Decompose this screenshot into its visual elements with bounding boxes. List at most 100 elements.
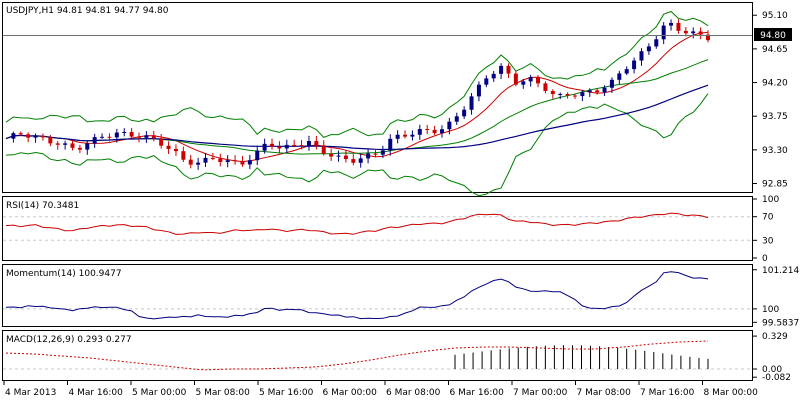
- candle-body: [358, 158, 363, 163]
- candle-body: [572, 95, 577, 97]
- time-tick-label: 5 Mar 00:00: [132, 388, 187, 398]
- candle-body: [462, 109, 467, 117]
- fast-moving-average: [5, 31, 709, 163]
- candle-body: [122, 131, 127, 133]
- time-tick-label: 4 Mar 2013: [5, 388, 56, 398]
- price-tick-label: 93.75: [762, 112, 788, 122]
- price-panel-header: USDJPY,H1 94.81 94.81 94.77 94.80: [6, 6, 169, 16]
- candle-body: [425, 129, 430, 131]
- candle-body: [439, 129, 444, 134]
- candle-body: [85, 143, 90, 150]
- candle-body: [11, 133, 16, 139]
- time-tick-label: 8 Mar 00:00: [704, 388, 759, 398]
- rsi-line: [5, 212, 709, 235]
- candle-body: [321, 145, 326, 154]
- candle-body: [173, 148, 178, 152]
- bollinger-upper-band: [5, 10, 709, 138]
- candle-body: [77, 147, 82, 150]
- candle-body: [55, 143, 60, 145]
- candle-body: [536, 77, 541, 84]
- candle-body: [499, 65, 504, 74]
- candle-body: [476, 84, 481, 97]
- candle-body: [624, 69, 629, 74]
- candle-body: [491, 73, 496, 79]
- candle-body: [373, 153, 378, 155]
- macd-tick-label: 0.00: [762, 365, 782, 375]
- candle-body: [587, 90, 592, 93]
- candle-body: [602, 87, 607, 93]
- time-tick-label: 7 Mar 00:00: [513, 388, 568, 398]
- momentum-y-axis: 101.2146 100 99.5837: [753, 266, 800, 328]
- candle-body: [336, 155, 341, 157]
- macd-tick-label: -0.082: [762, 373, 791, 383]
- candle-body: [617, 73, 622, 80]
- candle-body: [558, 93, 563, 95]
- candle-body: [388, 138, 393, 151]
- candle-body: [284, 144, 289, 149]
- candle-body: [255, 150, 260, 161]
- candle-body: [100, 136, 105, 138]
- macd-panel-frame: [2, 330, 753, 381]
- current-price-label: 94.80: [760, 31, 786, 41]
- candle-body: [683, 30, 688, 34]
- time-axis: 4 Mar 2013 4 Mar 16:00 5 Mar 00:00 5 Mar 08…: [3, 381, 759, 398]
- candle-body: [417, 129, 422, 135]
- rsi-panel-frame: [2, 196, 753, 261]
- rsi-tick-label: 70: [762, 213, 774, 223]
- price-panel: USDJPY,H1 94.81 94.81 94.77 94.80 95.10 9…: [2, 2, 792, 197]
- candle-body: [233, 160, 238, 162]
- rsi-tick-label: 100: [762, 195, 779, 205]
- momentum-line: [5, 271, 709, 320]
- macd-y-axis: 0.329 0.00-0.082: [753, 332, 791, 383]
- candle-body: [454, 116, 459, 122]
- candle-body: [159, 138, 164, 146]
- price-tick-label: 95.10: [762, 11, 788, 21]
- candle-body: [366, 153, 371, 159]
- candle-body: [484, 78, 489, 85]
- candle-body: [144, 135, 149, 138]
- rsi-panel: RSI(14) 70.3481 100 70 30 0: [2, 195, 779, 264]
- candle-body: [410, 134, 415, 137]
- momentum-panel: Momentum(14) 100.9477 101.2146 100 99.5837: [2, 264, 800, 328]
- candle-body: [654, 39, 659, 47]
- candle-body: [632, 60, 637, 70]
- candle-body: [270, 143, 275, 147]
- candle-body: [403, 134, 408, 137]
- candle-body: [661, 25, 666, 40]
- candle-body: [63, 143, 68, 145]
- candle-body: [595, 90, 600, 93]
- candle-body: [129, 131, 134, 137]
- time-tick-label: 4 Mar 16:00: [69, 388, 124, 398]
- candle-body: [314, 141, 319, 146]
- candle-body: [351, 159, 356, 163]
- candle-body: [706, 34, 710, 41]
- time-tick-label: 6 Mar 08:00: [386, 388, 441, 398]
- candle-body: [137, 136, 142, 138]
- candle-body: [513, 73, 518, 85]
- candle-body: [676, 22, 681, 31]
- macd-tick-label: 0.329: [762, 332, 788, 342]
- macd-panel-header: MACD(12,26,9) 0.293 0.277: [6, 335, 132, 345]
- rsi-y-axis: 100 70 30 0: [753, 195, 779, 264]
- price-y-axis: 95.10 94.65 94.20 93.75 93.30 92.85: [753, 11, 788, 190]
- candle-body: [166, 145, 171, 149]
- time-tick-label: 5 Mar 08:00: [196, 388, 251, 398]
- price-tick-label: 94.65: [762, 45, 788, 55]
- candle-body: [151, 135, 156, 139]
- candle-body: [565, 93, 570, 96]
- candle-body: [528, 77, 533, 82]
- candle-body: [447, 121, 452, 130]
- candle-body: [646, 46, 651, 52]
- macd-panel: MACD(12,26,9) 0.293 0.277 0.329 0.00-0.08…: [2, 330, 791, 383]
- candle-body: [343, 155, 348, 160]
- candle-body: [18, 133, 23, 135]
- slow-moving-average: [5, 84, 709, 151]
- candle-body: [26, 134, 31, 138]
- momentum-panel-header: Momentum(14) 100.9477: [6, 269, 122, 279]
- time-tick-label: 7 Mar 08:00: [577, 388, 632, 398]
- macd-signal-line: [5, 340, 709, 371]
- candle-body: [521, 81, 526, 85]
- candle-body: [203, 157, 208, 163]
- candle-body: [196, 162, 201, 165]
